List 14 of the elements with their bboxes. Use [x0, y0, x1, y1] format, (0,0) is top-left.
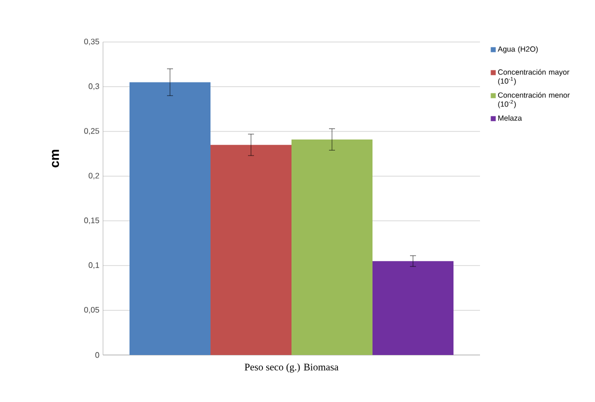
y-tick-label: 0,05	[84, 306, 100, 314]
y-tick-label: 0,1	[88, 262, 100, 269]
y-tick-label: 0,15	[84, 218, 100, 224]
y-tick-label: 0,25	[84, 128, 100, 135]
bar	[210, 144, 292, 355]
y-axis-title: cm	[52, 150, 60, 168]
bar	[130, 82, 211, 355]
y-tick-label: 0	[95, 352, 100, 358]
bar	[372, 261, 454, 355]
bar	[292, 139, 372, 355]
x-axis-title: Peso seco (g.) Biomasa	[244, 363, 338, 372]
y-tick-label: 0,35	[84, 38, 100, 46]
y-tick-label: 0,2	[88, 172, 100, 180]
y-tick-label: 0,3	[88, 83, 100, 90]
